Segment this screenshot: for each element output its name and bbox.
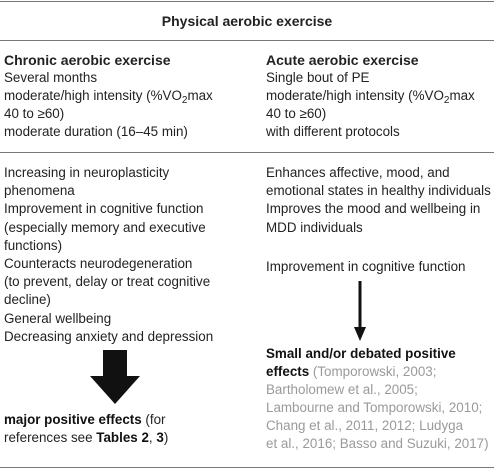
acute-down-arrow-icon bbox=[354, 281, 366, 341]
acute-cognitive-effect: Improvement in cognitive function bbox=[266, 259, 466, 274]
chronic-effect-line: Improvement in cognitive function bbox=[4, 201, 204, 217]
acute-effect-line: emotional states in healthy individuals bbox=[266, 183, 491, 199]
chronic-intensity-range: 40 to ≥60) bbox=[4, 106, 65, 121]
chronic-effects-list: Increasing in neuroplasticity phenomena … bbox=[4, 164, 213, 346]
chronic-conclusion: major positive effects (for references s… bbox=[4, 412, 169, 445]
middle-rule bbox=[0, 152, 494, 153]
title-rule bbox=[0, 40, 494, 41]
chronic-effect-line: Counteracts neurodegeneration bbox=[4, 256, 193, 272]
acute-conclusion: Small and/or debated positive effects (T… bbox=[266, 345, 489, 453]
acute-heading: Acute aerobic exercise bbox=[266, 52, 419, 68]
acute-protocols: with different protocols bbox=[266, 124, 400, 139]
table-title: Physical aerobic exercise bbox=[161, 13, 333, 29]
acute-effect-line: MDD individuals bbox=[266, 219, 363, 235]
acute-protocol-block: Acute aerobic exercise Single bout of PE… bbox=[266, 51, 475, 141]
chronic-session-duration: moderate duration (16–45 min) bbox=[4, 124, 188, 139]
acute-intensity: moderate/high intensity (%VO2max bbox=[266, 88, 475, 106]
table-3-link[interactable]: 3 bbox=[156, 430, 164, 445]
chronic-effect-line: Increasing in neuroplasticity bbox=[4, 165, 170, 180]
chronic-effect-line: phenomena bbox=[4, 183, 75, 199]
chronic-down-arrow-icon bbox=[90, 350, 140, 404]
chronic-conclusion-bold: major positive effects bbox=[4, 412, 142, 427]
chronic-effect-line: (especially memory and executive bbox=[4, 219, 206, 235]
acute-effect-line: Enhances affective, mood, and bbox=[266, 165, 450, 180]
chronic-duration: Several months bbox=[4, 70, 98, 85]
acute-conclusion-line2: effects bbox=[266, 364, 310, 379]
acute-duration: Single bout of PE bbox=[266, 70, 370, 85]
acute-intensity-range: 40 to ≥60) bbox=[266, 106, 327, 121]
acute-effects-list: Enhances affective, mood, and emotional … bbox=[266, 164, 491, 237]
reference-link[interactable]: Bartholomew et al., 2005; bbox=[266, 382, 418, 397]
chronic-effect-line: General wellbeing bbox=[4, 310, 112, 326]
acute-effect-line: Improves the mood and wellbeing in bbox=[266, 201, 481, 217]
acute-conclusion-line1: Small and/or debated positive bbox=[266, 346, 456, 361]
chronic-protocol-block: Chronic aerobic exercise Several months … bbox=[4, 51, 213, 141]
chronic-effect-line: functions) bbox=[4, 237, 63, 253]
top-rule bbox=[0, 1, 494, 2]
chronic-effect-line: (to prevent, delay or treat cognitive bbox=[4, 274, 211, 290]
reference-link[interactable]: (Tomporowski, 2003; bbox=[309, 364, 437, 379]
chronic-effect-line: Decreasing anxiety and depression bbox=[4, 328, 214, 344]
bottom-rule bbox=[0, 467, 494, 468]
reference-link[interactable]: Chang et al., 2011, 2012; Ludyga bbox=[266, 418, 464, 433]
tables-link[interactable]: Tables 2 bbox=[96, 430, 149, 445]
chronic-intensity: moderate/high intensity (%VO2max bbox=[4, 88, 213, 106]
chronic-heading: Chronic aerobic exercise bbox=[4, 52, 171, 68]
chronic-effect-line: decline) bbox=[4, 292, 51, 308]
reference-link[interactable]: Lambourne and Tomporowski, 2010; bbox=[266, 400, 483, 415]
reference-link[interactable]: et al., 2016; Basso and Suzuki, 2017) bbox=[266, 436, 489, 451]
